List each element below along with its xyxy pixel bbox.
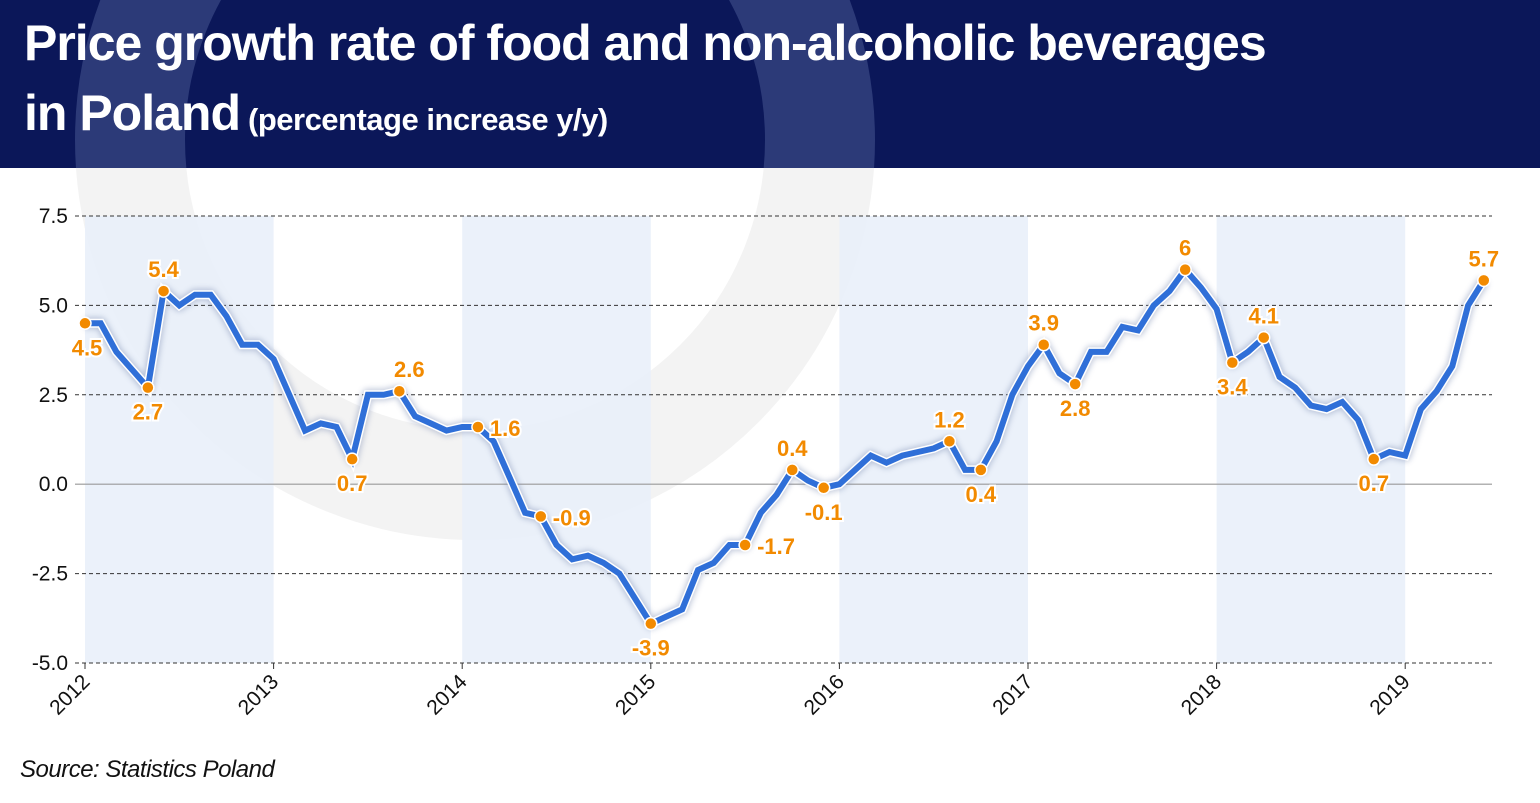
x-tick-label: 2018 (1177, 670, 1226, 719)
data-point-marker (974, 463, 988, 477)
y-tick-label: 0.0 (39, 473, 68, 496)
data-label: 2.8 (1060, 396, 1091, 421)
data-point-marker (1257, 330, 1271, 345)
data-point-marker (1178, 262, 1192, 277)
data-label: 0.7 (1358, 471, 1389, 496)
data-point-marker (534, 509, 548, 524)
x-tick-label: 2012 (45, 670, 94, 719)
data-point-marker (156, 284, 171, 298)
data-label: -0.9 (553, 505, 591, 530)
data-point-marker (816, 481, 831, 495)
data-point-marker (1477, 273, 1491, 288)
data-point-marker (738, 538, 752, 552)
data-label: 3.9 (1028, 311, 1059, 336)
x-tick-label: 2017 (988, 670, 1037, 719)
subtitle: (percentage increase y/y) (248, 102, 608, 137)
year-band (85, 216, 274, 663)
data-label: 1.6 (490, 416, 521, 441)
data-point-marker (942, 434, 957, 449)
data-label: -0.1 (805, 500, 843, 525)
data-label: -1.7 (757, 534, 795, 559)
page-title: Price growth rate of food and non-alcoho… (24, 15, 1267, 71)
data-label: 1.2 (934, 407, 965, 432)
data-label: 4.1 (1248, 304, 1279, 329)
data-label: 6 (1179, 236, 1191, 261)
data-label: 5.7 (1468, 246, 1499, 271)
y-tick-label: 2.5 (39, 384, 68, 407)
y-tick-label: -5.0 (32, 652, 68, 675)
y-tick-label: -2.5 (32, 563, 68, 586)
x-tick-label: 2013 (234, 670, 283, 719)
data-label: 4.5 (72, 335, 103, 360)
x-tick-label: 2019 (1365, 670, 1414, 719)
y-tick-label: 5.0 (39, 294, 68, 317)
data-point-marker (78, 316, 92, 331)
page-title-line2: in Poland (percentage increase y/y) (24, 84, 608, 142)
header-watermark-ring (75, 0, 875, 168)
data-point-marker (644, 616, 658, 631)
x-tick-label: 2016 (800, 670, 849, 719)
data-point-marker (1068, 377, 1082, 391)
data-label: 3.4 (1217, 375, 1248, 400)
source-note: Source: Statistics Poland (20, 756, 275, 783)
y-tick-label: 7.5 (39, 205, 68, 228)
data-label: 0.7 (337, 471, 368, 496)
header: Price growth rate of food and non-alcoho… (0, 0, 1540, 168)
data-point-marker (141, 380, 155, 395)
data-point-marker (1367, 452, 1381, 466)
data-label: 2.7 (133, 400, 164, 425)
data-point-marker (1036, 337, 1051, 352)
x-tick-label: 2014 (422, 670, 472, 720)
data-label: 0.4 (777, 436, 808, 461)
data-point-marker (1225, 355, 1240, 370)
x-tick-label: 2015 (611, 670, 660, 719)
data-label: -3.9 (632, 636, 670, 661)
data-label: 5.4 (148, 257, 179, 282)
data-point-marker (471, 420, 485, 434)
data-label: 0.4 (966, 482, 997, 507)
data-point-marker (345, 452, 359, 466)
title-line2: in Poland (24, 85, 241, 141)
data-point-marker (785, 463, 799, 477)
series-line (85, 264, 1487, 628)
data-label: 2.6 (394, 357, 425, 382)
data-point-marker (392, 384, 407, 398)
year-band (1216, 216, 1406, 663)
